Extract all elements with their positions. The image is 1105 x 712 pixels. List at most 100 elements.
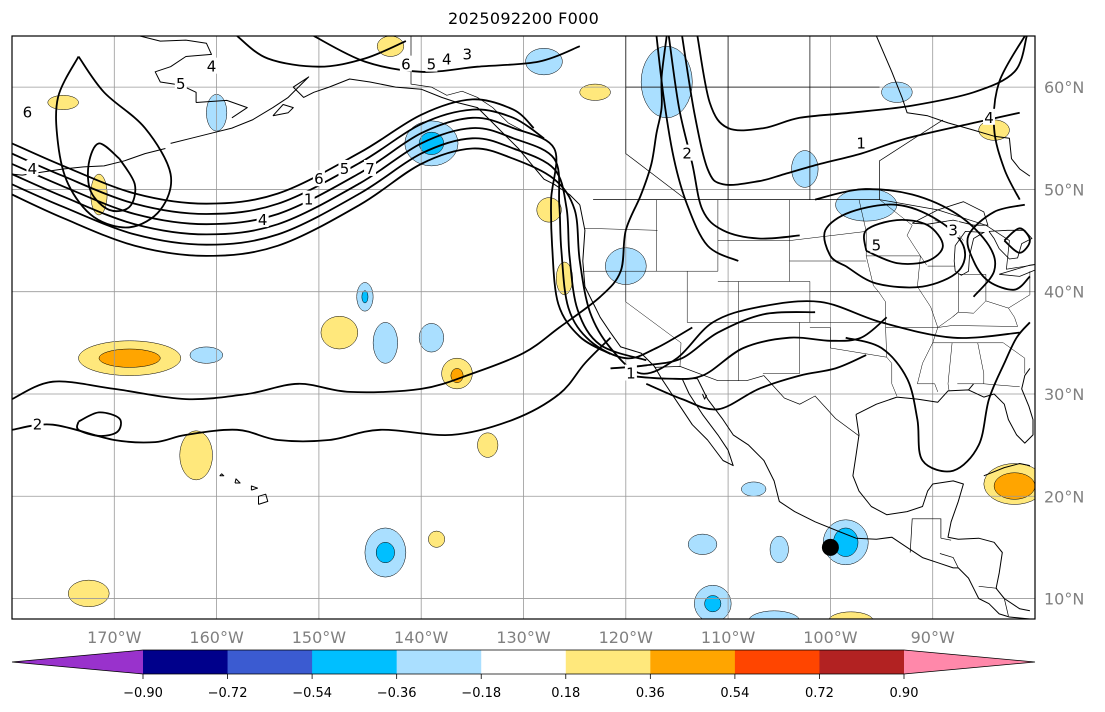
contour-label: 2: [682, 145, 692, 163]
contour-label: 5: [872, 237, 882, 255]
contour-line: [625, 316, 888, 380]
coastline: [855, 368, 1034, 444]
colorbar: −0.90 −0.72 −0.54 −0.36 −0.18 0.18 0.36 0.54 0.7…: [11, 649, 1036, 701]
lon-tick-label: 90°W: [911, 628, 955, 647]
state-border: [885, 325, 1018, 328]
lat-tick-label: 10°N: [1044, 590, 1084, 609]
anomaly-patch: [179, 430, 213, 481]
anomaly-fill-layer: [47, 36, 1035, 619]
country-border: [654, 366, 860, 437]
lat-tick-label: 50°N: [1044, 180, 1084, 199]
state-border: [582, 240, 790, 272]
colorbar-extend-low: [12, 650, 143, 674]
contour-label: 4: [207, 58, 217, 76]
state-border: [951, 274, 959, 318]
state-border: [879, 199, 939, 392]
contour-label: 6: [401, 56, 411, 74]
colorbar-tick-label: −0.18: [461, 686, 501, 701]
state-border: [584, 228, 658, 231]
contour-label-bg: [440, 50, 453, 67]
anomaly-patch: [372, 322, 398, 364]
lon-tick-label: 110°W: [701, 628, 756, 647]
contour-label: 6: [23, 104, 33, 122]
contour-line: [236, 36, 407, 68]
anomaly-patch: [376, 36, 405, 57]
colorbar-tick-label: −0.54: [292, 686, 332, 701]
lon-tick-label: 170°W: [87, 628, 142, 647]
lat-tick-label: 20°N: [1044, 487, 1084, 506]
anomaly-patch: [361, 290, 369, 304]
contour-line: [823, 203, 966, 289]
contour-label: 3: [948, 221, 958, 239]
anomaly-patch: [428, 530, 445, 548]
colorbar-segment: [312, 650, 398, 674]
contour-line: [696, 36, 1028, 132]
contour-layer: [12, 36, 1031, 473]
contour-line: [12, 127, 693, 360]
state-border: [830, 327, 887, 358]
country-border: [909, 518, 942, 553]
state-border: [686, 271, 886, 323]
contour-label-bg: [855, 134, 868, 151]
state-border: [947, 342, 953, 391]
contour-label: 1: [626, 365, 636, 383]
lon-tick-label: 120°W: [599, 628, 654, 647]
anomaly-patch: [477, 432, 499, 458]
contour-line: [863, 219, 944, 265]
contour-label-bg: [399, 55, 412, 72]
contour-label: 4: [984, 109, 994, 127]
contour-line: [12, 36, 668, 401]
contour-label-bg: [312, 170, 325, 187]
contour-line: [12, 108, 545, 215]
lon-tick-label: 100°W: [803, 628, 858, 647]
colorbar-tick-label: 0.36: [636, 686, 665, 701]
state-border: [717, 281, 879, 292]
coastline: [170, 76, 581, 206]
contour-line: [12, 98, 535, 205]
contour-line: [655, 36, 739, 262]
colorbar-segment: [227, 650, 313, 674]
state-border: [762, 322, 800, 374]
contour-line: [966, 203, 1031, 291]
state-border: [789, 231, 867, 241]
contour-label-bg: [338, 159, 351, 176]
anomaly-patch: [579, 83, 611, 101]
lat-tick-label: 30°N: [1044, 385, 1084, 404]
country-border: [410, 36, 524, 132]
contour-line: [86, 142, 137, 213]
colorbar-tick-label: −0.90: [123, 686, 163, 701]
contour-line: [12, 337, 612, 444]
map-frame: [11, 35, 1036, 620]
anomaly-patch: [993, 472, 1035, 500]
anomaly-patch: [450, 368, 464, 383]
anomaly-patch: [98, 348, 161, 368]
colorbar-extend-high: [904, 650, 1035, 674]
state-border: [920, 255, 927, 266]
longitude-labels: 170°W 160°W 150°W 140°W 130°W 120°W 110°W 100°W…: [87, 628, 955, 647]
colorbar-segment: [481, 650, 567, 674]
contour-label-bg: [870, 236, 883, 253]
colorbar-tick-label: 0.72: [805, 686, 834, 701]
coastline: [875, 36, 1031, 177]
country-border: [940, 537, 952, 541]
state-border: [858, 199, 898, 397]
anomaly-patch: [320, 315, 359, 350]
coastline: [234, 478, 241, 484]
contour-label: 4: [28, 160, 38, 178]
lake-outline: [999, 264, 1035, 277]
chart-title: 2025092200 F000: [447, 9, 600, 28]
location-marker: [821, 538, 839, 556]
anomaly-patch: [687, 533, 718, 555]
country-border: [1003, 598, 1009, 616]
contour-label-bg: [302, 190, 315, 207]
contour-line: [55, 55, 173, 229]
coastline: [250, 485, 258, 491]
colorbar-segment: [143, 650, 229, 674]
contour-line: [992, 36, 1026, 201]
contour-label-bg: [425, 55, 438, 72]
contour-label-bg: [982, 108, 995, 125]
contour-label: 5: [340, 160, 350, 178]
contour-label-bg: [26, 159, 39, 176]
contour-line: [845, 321, 1031, 473]
